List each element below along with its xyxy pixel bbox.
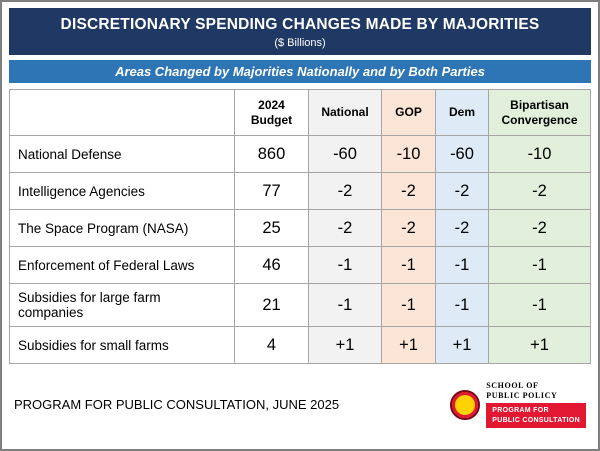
slide-subtitle: ($ Billions) (274, 37, 326, 49)
row-label: The Space Program (NASA) (9, 209, 235, 247)
col-header-budget: 2024 Budget (234, 89, 309, 136)
school-logo: SCHOOL OF PUBLIC POLICY PROGRAM FOR PUBL… (450, 381, 586, 428)
source-attribution: PROGRAM FOR PUBLIC CONSULTATION, JUNE 20… (14, 397, 340, 412)
col-header-blank (9, 89, 235, 136)
row-label: Intelligence Agencies (9, 172, 235, 210)
program-badge-line2: PUBLIC CONSULTATION (492, 416, 580, 424)
cell-bipartisan: -1 (488, 246, 591, 284)
cell-dem: -2 (435, 172, 489, 210)
cell-gop: +1 (381, 326, 436, 364)
table-row: Subsidies for large farm companies 21 -1… (9, 283, 591, 327)
cell-national: -60 (308, 135, 382, 173)
row-label: Enforcement of Federal Laws (9, 246, 235, 284)
table-row: National Defense 860 -60 -10 -60 -10 (9, 135, 591, 173)
table-row: Subsidies for small farms 4 +1 +1 +1 +1 (9, 326, 591, 364)
cell-budget: 4 (234, 326, 309, 364)
cell-dem: -1 (435, 283, 489, 327)
cell-national: +1 (308, 326, 382, 364)
row-label: Subsidies for large farm companies (9, 283, 235, 327)
subheader-text: Areas Changed by Majorities Nationally a… (115, 64, 485, 79)
table-row: Intelligence Agencies 77 -2 -2 -2 -2 (9, 172, 591, 210)
cell-budget: 25 (234, 209, 309, 247)
col-header-bipartisan: Bipartisan Convergence (488, 89, 591, 136)
col-header-gop: GOP (381, 89, 436, 136)
cell-dem: -60 (435, 135, 489, 173)
cell-gop: -1 (381, 283, 436, 327)
cell-national: -1 (308, 246, 382, 284)
row-label: National Defense (9, 135, 235, 173)
school-name-line1: SCHOOL OF (486, 381, 539, 391)
cell-budget: 77 (234, 172, 309, 210)
section-subheader: Areas Changed by Majorities Nationally a… (9, 60, 591, 83)
table-header-row: 2024 Budget National GOP Dem Bipartisan … (9, 89, 591, 136)
footer: PROGRAM FOR PUBLIC CONSULTATION, JUNE 20… (9, 364, 591, 445)
school-name-line2: PUBLIC POLICY (486, 391, 558, 401)
cell-dem: -2 (435, 209, 489, 247)
cell-bipartisan: -10 (488, 135, 591, 173)
cell-budget: 21 (234, 283, 309, 327)
cell-gop: -10 (381, 135, 436, 173)
col-header-national: National (308, 89, 382, 136)
cell-bipartisan: +1 (488, 326, 591, 364)
cell-gop: -2 (381, 172, 436, 210)
table-row: Enforcement of Federal Laws 46 -1 -1 -1 … (9, 246, 591, 284)
table-row: The Space Program (NASA) 25 -2 -2 -2 -2 (9, 209, 591, 247)
program-badge-line1: PROGRAM FOR (492, 407, 549, 415)
cell-national: -1 (308, 283, 382, 327)
cell-gop: -1 (381, 246, 436, 284)
logo-text-block: SCHOOL OF PUBLIC POLICY PROGRAM FOR PUBL… (486, 381, 586, 428)
col-header-dem: Dem (435, 89, 489, 136)
spending-table: 2024 Budget National GOP Dem Bipartisan … (9, 89, 591, 364)
cell-bipartisan: -2 (488, 172, 591, 210)
title-banner: DISCRETIONARY SPENDING CHANGES MADE BY M… (9, 8, 591, 55)
cell-budget: 46 (234, 246, 309, 284)
cell-dem: +1 (435, 326, 489, 364)
program-badge: PROGRAM FOR PUBLIC CONSULTATION (486, 403, 586, 428)
cell-national: -2 (308, 209, 382, 247)
row-label: Subsidies for small farms (9, 326, 235, 364)
cell-gop: -2 (381, 209, 436, 247)
cell-budget: 860 (234, 135, 309, 173)
cell-bipartisan: -2 (488, 209, 591, 247)
university-seal-icon (450, 389, 481, 420)
cell-dem: -1 (435, 246, 489, 284)
cell-bipartisan: -1 (488, 283, 591, 327)
slide-title: DISCRETIONARY SPENDING CHANGES MADE BY M… (60, 16, 540, 33)
cell-national: -2 (308, 172, 382, 210)
school-name: SCHOOL OF PUBLIC POLICY (486, 381, 586, 401)
